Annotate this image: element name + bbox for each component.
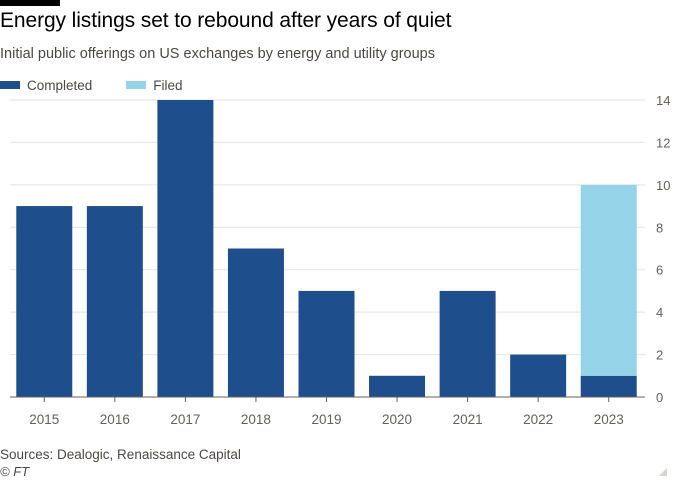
legend-item-completed: Completed bbox=[0, 78, 92, 93]
x-tick-label: 2020 bbox=[382, 412, 412, 427]
legend-swatch-completed bbox=[0, 81, 20, 89]
y-tick-label: 4 bbox=[656, 305, 663, 320]
x-tick-label: 2021 bbox=[453, 412, 483, 427]
x-tick-label: 2017 bbox=[170, 412, 200, 427]
y-tick-label: 10 bbox=[656, 178, 670, 193]
y-tick-label: 6 bbox=[656, 263, 663, 278]
bar-completed-2023 bbox=[580, 375, 637, 397]
chart-source: Sources: Dealogic, Renaissance Capital bbox=[0, 447, 241, 462]
bar-completed-2016 bbox=[86, 206, 143, 397]
bar-completed-2017 bbox=[157, 100, 214, 397]
chart-legend: Completed Filed bbox=[0, 76, 217, 94]
bar-completed-2022 bbox=[510, 354, 567, 397]
header-accent-bar bbox=[0, 0, 60, 6]
y-tick-label: 0 bbox=[656, 390, 663, 405]
bar-completed-2019 bbox=[298, 290, 355, 397]
x-tick-label: 2018 bbox=[241, 412, 271, 427]
bar-filed-2023 bbox=[580, 184, 637, 376]
x-tick-label: 2019 bbox=[311, 412, 341, 427]
legend-item-filed: Filed bbox=[126, 77, 183, 93]
bar-completed-2021 bbox=[439, 290, 496, 397]
bar-completed-2018 bbox=[227, 248, 284, 397]
bar-completed-2020 bbox=[369, 375, 426, 397]
legend-swatch-filed bbox=[126, 81, 147, 89]
x-tick-label: 2023 bbox=[594, 412, 624, 427]
x-tick-label: 2015 bbox=[29, 412, 59, 427]
chart-title: Energy listings set to rebound after yea… bbox=[0, 9, 452, 32]
y-tick-label: 14 bbox=[656, 93, 670, 108]
bar-completed-2015 bbox=[16, 206, 73, 397]
chart-credit: © FT bbox=[0, 464, 30, 479]
chart-subtitle: Initial public offerings on US exchanges… bbox=[0, 46, 435, 62]
y-tick-label: 12 bbox=[656, 135, 670, 150]
y-tick-label: 2 bbox=[656, 348, 663, 363]
y-tick-label: 8 bbox=[656, 220, 663, 235]
x-tick-label: 2016 bbox=[100, 412, 130, 427]
legend-label-filed: Filed bbox=[153, 77, 183, 93]
legend-label-completed: Completed bbox=[27, 77, 93, 93]
resize-corner-icon bbox=[659, 468, 667, 476]
x-tick-label: 2022 bbox=[523, 412, 553, 427]
